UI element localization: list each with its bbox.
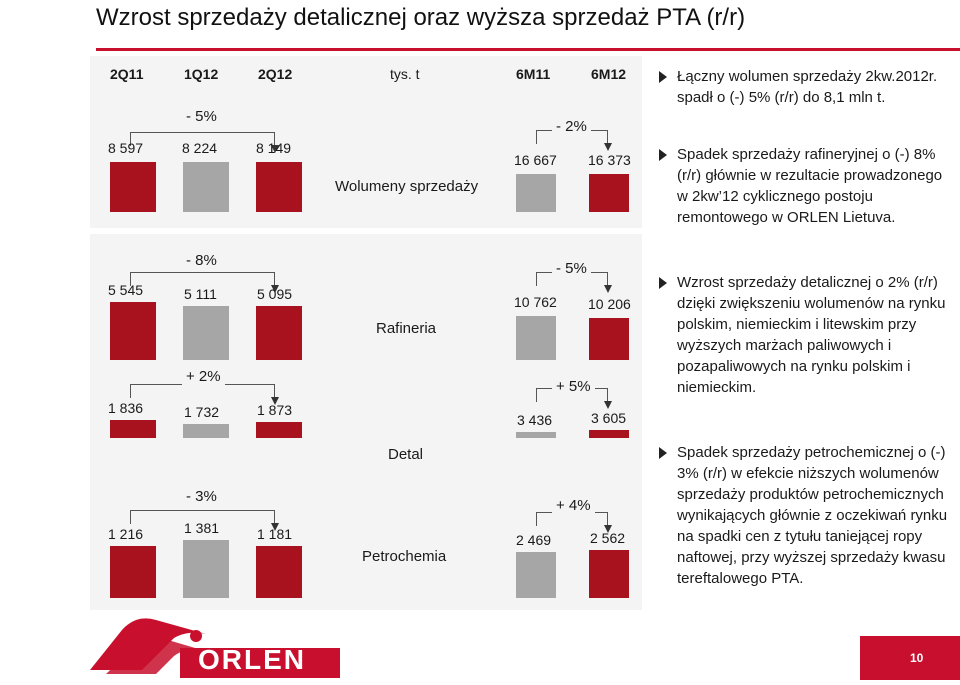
arrow-retail-halfyear <box>604 401 612 409</box>
bar-petrochem-6m11 <box>516 552 556 598</box>
value-refining-2q11: 5 545 <box>108 282 144 298</box>
bar-total-1q12 <box>183 162 229 212</box>
value-petrochem-2q11: 1 216 <box>108 526 144 542</box>
unit-label: tys. t <box>390 66 420 82</box>
value-refining-1q12: 5 111 <box>184 286 217 302</box>
arrow-petrochem-halfyear <box>604 525 612 533</box>
bar-retail-2q11 <box>110 420 156 438</box>
connector-total-quarter <box>130 132 275 146</box>
bullet-arrow-icon <box>659 447 667 459</box>
bar-refining-6m12 <box>589 318 629 360</box>
col-header-6m12: 6M12 <box>591 66 627 82</box>
connector-petrochem-quarter <box>130 510 275 524</box>
bar-retail-6m12 <box>589 430 629 438</box>
col-header-2q12: 2Q12 <box>258 66 293 82</box>
bar-refining-2q12 <box>256 306 302 360</box>
col-header-1q12: 1Q12 <box>184 66 219 82</box>
value-petrochem-6m11: 2 469 <box>516 532 552 548</box>
change-retail-quarter: + 2% <box>182 368 225 385</box>
slide-title: Wzrost sprzedaży detalicznej oraz wyższa… <box>96 4 746 31</box>
bar-petrochem-2q11 <box>110 546 156 598</box>
value-retail-2q11: 1 836 <box>108 400 144 416</box>
value-total-1q12: 8 224 <box>182 140 218 156</box>
bar-petrochem-2q12 <box>256 546 302 598</box>
value-total-6m12: 16 373 <box>588 152 631 168</box>
change-total-halfyear: - 2% <box>552 118 591 135</box>
change-petrochem-quarter: - 3% <box>182 488 221 505</box>
arrow-total-quarter <box>271 145 279 153</box>
bar-refining-1q12 <box>183 306 229 360</box>
change-retail-halfyear: + 5% <box>552 378 595 395</box>
value-refining-6m11: 10 762 <box>514 294 557 310</box>
arrow-refining-quarter <box>271 285 279 293</box>
bar-retail-1q12 <box>183 424 229 438</box>
bullet-refining: Spadek sprzedaży rafineryjnej o (-) 8% (… <box>655 144 955 228</box>
bar-total-2q11 <box>110 162 156 212</box>
bullet-arrow-icon <box>659 71 667 83</box>
logo-text: ORLEN <box>198 644 306 675</box>
value-total-6m11: 16 667 <box>514 152 557 168</box>
bar-retail-6m11 <box>516 432 556 438</box>
orlen-eagle-icon <box>90 618 340 678</box>
bullet-retail: Wzrost sprzedaży detalicznej o 2% (r/r) … <box>655 272 955 398</box>
bar-total-6m11 <box>516 174 556 212</box>
value-total-2q12: 8 149 <box>256 140 292 156</box>
value-retail-6m11: 3 436 <box>517 412 553 428</box>
bar-petrochem-6m12 <box>589 550 629 598</box>
change-refining-halfyear: - 5% <box>552 260 591 277</box>
bullet-text-retail: Wzrost sprzedaży detalicznej o 2% (r/r) … <box>677 274 946 396</box>
bar-total-6m12 <box>589 174 629 212</box>
arrow-total-halfyear <box>604 143 612 151</box>
value-petrochem-6m12: 2 562 <box>590 530 626 546</box>
change-refining-quarter: - 8% <box>182 252 221 269</box>
connector-retail-quarter <box>130 384 275 398</box>
bullet-arrow-icon <box>659 149 667 161</box>
arrow-petrochem-quarter <box>271 523 279 531</box>
value-petrochem-1q12: 1 381 <box>184 520 220 536</box>
bullet-petrochem: Spadek sprzedaży petrochemicznej o (-) 3… <box>655 442 955 589</box>
panel-segments <box>90 234 642 610</box>
change-total-quarter: - 5% <box>182 108 221 125</box>
bar-refining-6m11 <box>516 316 556 360</box>
value-retail-1q12: 1 732 <box>184 404 220 420</box>
bullet-text-total: Łączny wolumen sprzedaży 2kw.2012r. spad… <box>677 68 938 106</box>
value-total-2q11: 8 597 <box>108 140 144 156</box>
segment-label-refining: Rafineria <box>376 320 437 337</box>
bullet-total: Łączny wolumen sprzedaży 2kw.2012r. spad… <box>655 66 955 108</box>
page-number: 10 <box>910 651 924 665</box>
page-number-badge: 10 <box>860 636 960 680</box>
bullet-text-refining: Spadek sprzedaży rafineryjnej o (-) 8% (… <box>677 146 943 226</box>
arrow-refining-halfyear <box>604 285 612 293</box>
segment-label-retail: Detal <box>388 446 424 463</box>
segment-label-total: Wolumeny sprzedaży <box>335 178 479 195</box>
title-underline <box>96 48 960 51</box>
bullet-text-petrochem: Spadek sprzedaży petrochemicznej o (-) 3… <box>677 444 948 587</box>
connector-refining-quarter <box>130 272 275 286</box>
col-header-2q11: 2Q11 <box>110 66 144 82</box>
value-retail-2q12: 1 873 <box>257 402 293 418</box>
segment-label-petrochem: Petrochemia <box>362 548 447 565</box>
bar-total-2q12 <box>256 162 302 212</box>
bar-refining-2q11 <box>110 302 156 360</box>
connector-petrochem-halfyear <box>536 512 608 526</box>
change-petrochem-halfyear: + 4% <box>552 497 595 514</box>
arrow-retail-quarter <box>271 397 279 405</box>
bullet-arrow-icon <box>659 277 667 289</box>
value-refining-6m12: 10 206 <box>588 296 631 312</box>
value-petrochem-2q12: 1 181 <box>257 526 293 542</box>
orlen-logo: ORLEN <box>84 608 344 685</box>
value-refining-2q12: 5 095 <box>257 286 293 302</box>
bar-petrochem-1q12 <box>183 540 229 598</box>
col-header-6m11: 6M11 <box>516 66 551 82</box>
bar-retail-2q12 <box>256 422 302 438</box>
value-retail-6m12: 3 605 <box>591 410 627 426</box>
